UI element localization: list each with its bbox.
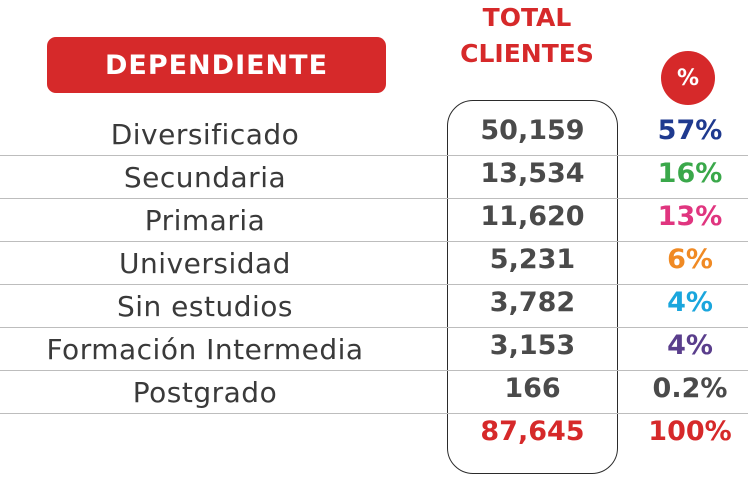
- total-percent: 100%: [648, 416, 732, 447]
- row-category: Formación Intermedia: [46, 333, 364, 366]
- row-percent: 0.2%: [652, 373, 728, 404]
- row-percent: 4%: [667, 330, 713, 361]
- total-clients-header-line1: TOTAL: [482, 3, 572, 32]
- row-count: 50,159: [480, 115, 585, 146]
- row-divider: [0, 413, 748, 414]
- table-row: Universidad 5,231 6%: [0, 241, 748, 284]
- row-divider: [0, 241, 748, 242]
- row-count: 13,534: [480, 158, 585, 189]
- total-clients-header-line2: CLIENTES: [460, 39, 594, 68]
- table-row: Sin estudios 3,782 4%: [0, 284, 748, 327]
- percent-header-symbol: %: [676, 65, 700, 91]
- row-divider: [0, 198, 748, 199]
- total-row: 87,645 100%: [0, 413, 748, 456]
- row-category: Sin estudios: [116, 290, 293, 323]
- table-row: Primaria 11,620 13%: [0, 198, 748, 241]
- row-count: 3,782: [489, 287, 576, 318]
- row-category: Primaria: [144, 204, 266, 237]
- row-category: Universidad: [119, 247, 291, 280]
- row-divider: [0, 370, 748, 371]
- row-category: Postgrado: [132, 376, 278, 409]
- percent-header-badge: %: [661, 51, 715, 105]
- row-category: Secundaria: [123, 161, 287, 194]
- row-count: 5,231: [489, 244, 576, 275]
- row-count: 11,620: [480, 201, 585, 232]
- row-divider: [0, 155, 748, 156]
- row-divider: [0, 327, 748, 328]
- table-row: Secundaria 13,534 16%: [0, 155, 748, 198]
- row-percent: 6%: [667, 244, 713, 275]
- row-percent: 13%: [657, 201, 723, 232]
- category-header-badge: DEPENDIENTE: [47, 37, 386, 93]
- row-count: 166: [504, 373, 561, 404]
- row-category: Diversificado: [110, 118, 300, 151]
- row-percent: 4%: [667, 287, 713, 318]
- category-header-label: DEPENDIENTE: [104, 49, 329, 81]
- row-percent: 16%: [657, 158, 723, 189]
- row-count: 3,153: [489, 330, 576, 361]
- table-row: Postgrado 166 0.2%: [0, 370, 748, 413]
- table-row: Diversificado 50,159 57%: [0, 112, 748, 155]
- total-column-frame: [447, 100, 618, 474]
- total-clients-header: TOTAL CLIENTES: [432, 0, 622, 72]
- row-divider: [0, 284, 748, 285]
- total-count: 87,645: [480, 416, 585, 447]
- table-row: Formación Intermedia 3,153 4%: [0, 327, 748, 370]
- row-percent: 57%: [657, 115, 723, 146]
